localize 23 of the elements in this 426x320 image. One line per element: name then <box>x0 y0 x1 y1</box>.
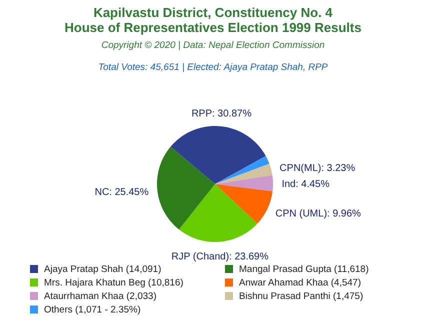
pie-slice <box>157 146 215 230</box>
pie-slice <box>170 126 266 184</box>
legend-label: Anwar Ahamad Khaa (4,547) <box>239 278 361 288</box>
legend-label: Others (1,071 - 2.35%) <box>44 304 141 316</box>
pie-slice <box>215 156 270 184</box>
legend-label: Bishnu Prasad Panthi (1,475) <box>239 291 364 302</box>
pie-slice <box>215 175 273 192</box>
chart-title: Kapilvastu District, Constituency No. 4 House of Representatives Election 1999 Results <box>64 5 362 35</box>
legend-label: Mangal Prasad Gupta (11,618) <box>239 264 369 275</box>
chart-subtitle: Copyright © 2020 | Data: Nepal Election Commission <box>101 40 325 51</box>
data-label: CPN (UML): 9.96% <box>275 208 362 220</box>
data-label: RPP: 30.87% <box>191 108 252 120</box>
pie-slice <box>178 184 258 242</box>
pie-slice <box>215 164 272 184</box>
data-label: Ind: 4.45% <box>282 179 330 190</box>
data-label: NC: 25.45% <box>94 186 149 198</box>
legend-label: Ajaya Pratap Shah (14,091) <box>44 264 162 275</box>
text: Total Votes: 45,651 | Elected: Ajaya Pratap Shah, RPP <box>98 62 328 73</box>
data-label: RJP (Chand): 23.69% <box>171 252 269 263</box>
legend-label: Mrs. Hajara Khatun Beg (10,816) <box>44 278 184 288</box>
legend-label: Ataurrhaman Khaa (2,033) <box>44 291 156 302</box>
data-label: CPN(ML): 3.23% <box>280 163 356 174</box>
pie-slice <box>215 184 273 224</box>
